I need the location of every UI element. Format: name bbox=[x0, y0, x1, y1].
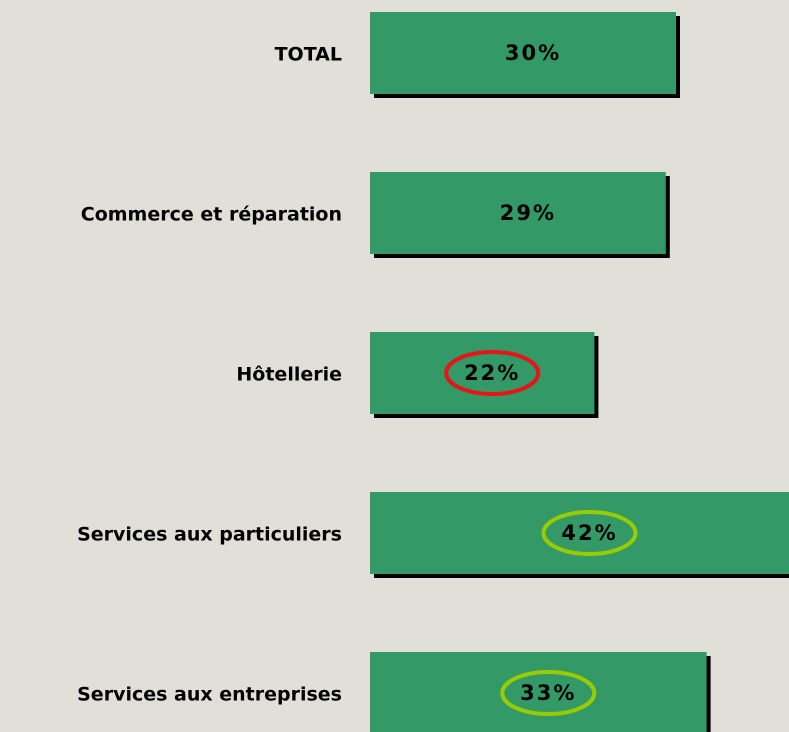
value-label: 42% bbox=[561, 521, 617, 545]
bar bbox=[370, 652, 707, 732]
bar bbox=[370, 172, 666, 254]
category-label: Commerce et réparation bbox=[81, 204, 342, 226]
bar bbox=[370, 332, 595, 414]
highlight-ellipse bbox=[541, 510, 638, 556]
category-label: Services aux entreprises bbox=[77, 684, 342, 706]
category-label: TOTAL bbox=[275, 44, 342, 66]
value-label: 29% bbox=[500, 201, 556, 225]
highlight-ellipse bbox=[444, 350, 541, 396]
value-label: 33% bbox=[520, 681, 576, 705]
category-label: Services aux particuliers bbox=[77, 524, 342, 546]
value-label: 22% bbox=[464, 361, 520, 385]
bar bbox=[370, 12, 676, 94]
category-label: Hôtellerie bbox=[236, 364, 342, 386]
highlight-ellipse bbox=[500, 670, 597, 716]
value-label: 30% bbox=[505, 41, 561, 65]
bar bbox=[370, 492, 789, 574]
